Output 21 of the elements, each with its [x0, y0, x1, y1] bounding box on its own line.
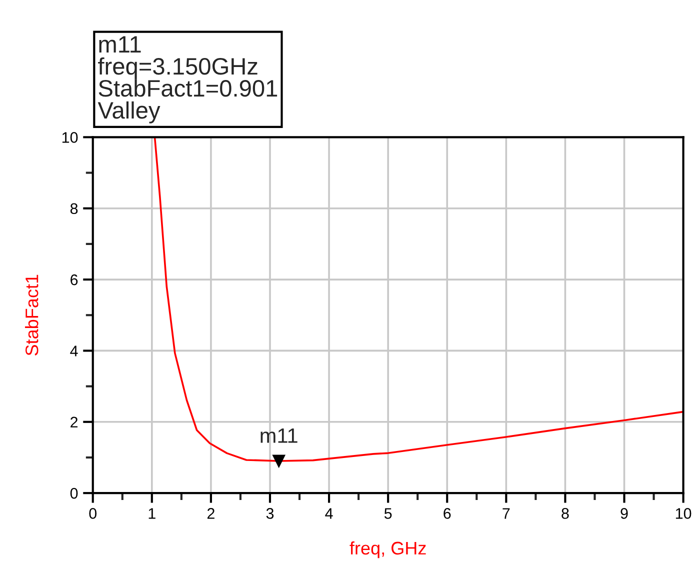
y-tick-label: 10 — [62, 132, 78, 143]
x-tick-label: 0 — [89, 508, 97, 519]
y-tick-label: 4 — [70, 346, 78, 356]
x-tick-label: 3 — [266, 508, 274, 519]
y-tick-label: 6 — [70, 274, 78, 286]
x-tick-label: 2 — [207, 508, 214, 519]
y-tick-label: 2 — [70, 416, 78, 428]
x-tick-label: 4 — [325, 508, 333, 519]
x-tick-label: 10 — [676, 508, 692, 519]
y-axis-title: StabFact1 — [25, 274, 38, 356]
annotation: m11 — [260, 428, 298, 443]
x-tick-label: 5 — [384, 508, 392, 519]
y-tick-label: 8 — [70, 203, 78, 214]
x-axis-title: freq, GHz — [350, 541, 426, 558]
x-tick-label: 9 — [620, 508, 628, 519]
x-tick-label: 1 — [148, 508, 156, 519]
x-tick-label: 6 — [444, 508, 451, 519]
x-tick-label: 7 — [502, 508, 510, 519]
x-tick-label: 8 — [562, 508, 569, 519]
text: m11 freq=3.150GHz StabFact1=0.901 Valley — [98, 36, 278, 124]
y-tick-label: 0 — [70, 488, 78, 499]
